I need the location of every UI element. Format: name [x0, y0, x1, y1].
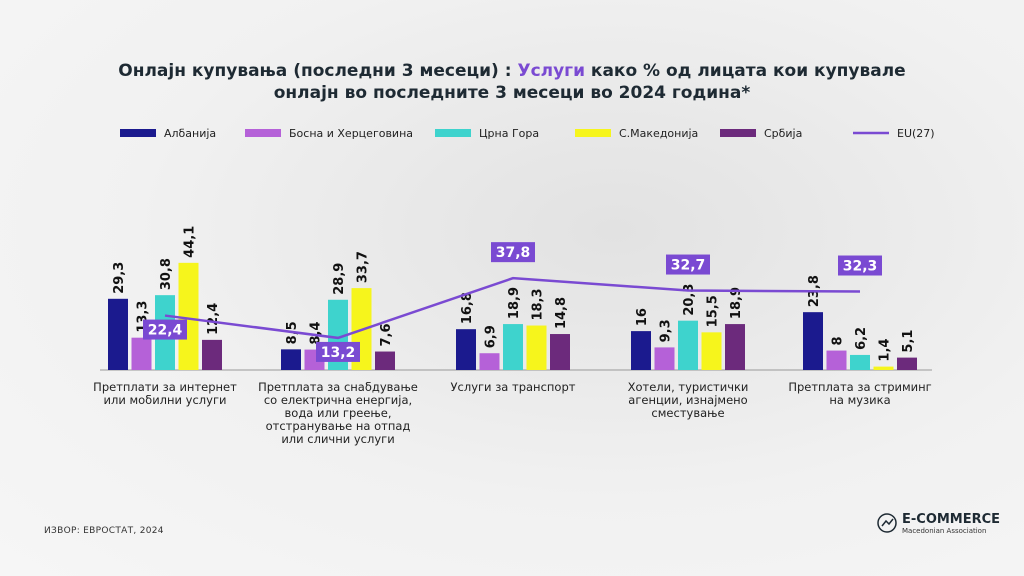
- bar: [850, 354, 870, 370]
- title-part: онлајн во последните 3 месеци во 2024 го…: [273, 83, 751, 103]
- bar: [526, 325, 547, 370]
- data-label: 18,9: [507, 287, 522, 319]
- data-label: 33,7: [356, 251, 371, 283]
- data-label: 7,6: [379, 324, 394, 347]
- data-label: 28,9: [332, 263, 347, 295]
- title-part: како % од лицата кои купувале: [590, 61, 906, 81]
- data-label: 29,3: [112, 262, 127, 294]
- bar: [897, 357, 917, 370]
- bar: [826, 350, 847, 370]
- data-label: 15,5: [706, 295, 721, 327]
- logo-subtitle: Macedonian Association: [902, 527, 987, 535]
- line-label: 32,7: [666, 254, 710, 275]
- title-highlight: Услуги: [517, 61, 585, 81]
- data-label: 6,2: [854, 327, 869, 350]
- label-box: [491, 242, 535, 263]
- data-label: 12,4: [206, 303, 221, 335]
- x-tick-label: Претплати за интернет или мобилни услуги: [93, 380, 237, 407]
- line-label: 22,4: [143, 319, 187, 340]
- data-label: 37,8: [496, 245, 531, 261]
- line-label: 13,2: [316, 341, 360, 362]
- legend-swatch: [435, 129, 471, 137]
- data-label: 18,9: [729, 287, 744, 319]
- bar: [281, 349, 301, 370]
- bar: [503, 324, 523, 370]
- label-box: [838, 255, 882, 276]
- data-label: 13,2: [321, 345, 356, 361]
- source: ИЗВОР: ЕВРОСТАТ, 2024: [44, 526, 164, 536]
- legend-label: Црна Гора: [479, 127, 539, 140]
- label-box: [143, 319, 187, 340]
- bar: [456, 329, 476, 370]
- x-tick-label: Претплата за снабдување со електрична ен…: [258, 380, 418, 446]
- data-label: 6,9: [484, 325, 499, 348]
- logo-name: E-COMMERCE: [902, 512, 1001, 527]
- legend-label: Албанија: [164, 127, 216, 140]
- label-box: [666, 254, 710, 275]
- data-label: 8,4: [309, 322, 324, 345]
- bar: [631, 331, 651, 370]
- bar: [803, 312, 823, 370]
- legend-label: С.Македонија: [619, 127, 698, 140]
- logo-icon: [877, 513, 897, 533]
- bar: [873, 366, 894, 370]
- title-part: Онлајн купувања (последни 3 месеци) :: [118, 61, 512, 81]
- x-tick-label: Услуги за транспорт: [450, 380, 576, 394]
- legend-label: Србија: [764, 127, 802, 140]
- data-label: 16: [635, 308, 650, 326]
- data-label: 18,3: [531, 288, 546, 320]
- legend-swatch: [120, 129, 156, 137]
- x-tick-label: Претплата за стриминг на музика: [788, 380, 932, 407]
- bar: [108, 298, 128, 370]
- logo: E-COMMERCE Macedonian Association: [876, 512, 1000, 535]
- bar: [678, 320, 698, 370]
- data-label: 32,3: [843, 259, 878, 275]
- legend-swatch: [245, 129, 281, 137]
- data-label: 1,4: [878, 339, 893, 362]
- bar: [202, 339, 222, 370]
- data-label: 30,8: [159, 258, 174, 290]
- bar: [375, 351, 395, 370]
- bar: [178, 262, 199, 370]
- data-label: 14,8: [554, 297, 569, 329]
- data-label: 5,1: [901, 330, 916, 353]
- bar: [131, 337, 152, 370]
- data-label: 9,3: [659, 319, 674, 342]
- line: [164, 276, 861, 340]
- legend-label: EU(27): [897, 127, 935, 140]
- data-label: 8: [831, 337, 846, 346]
- bar: [701, 332, 722, 370]
- line-label: 32,3: [838, 255, 882, 276]
- bar: [725, 324, 745, 370]
- label-box: [316, 341, 360, 362]
- x-tick-label: Хотели, туристички агенции, изнајмено см…: [627, 380, 749, 420]
- legend-label: Босна и Херцеговина: [289, 127, 413, 140]
- data-label: 22,4: [148, 323, 183, 339]
- bar: [479, 353, 500, 370]
- data-label: 20,3: [682, 284, 697, 316]
- legend-swatch: [720, 129, 756, 137]
- chart-title: Онлајн купувања (последни 3 месеци) : Ус…: [0, 60, 1024, 104]
- line-label: 37,8: [491, 242, 535, 263]
- legend-swatch: [575, 129, 611, 137]
- data-label: 16,8: [460, 292, 475, 324]
- bar: [550, 334, 570, 370]
- bar: [654, 347, 675, 370]
- data-label: 44,1: [183, 226, 198, 258]
- data-label: 32,7: [671, 258, 706, 274]
